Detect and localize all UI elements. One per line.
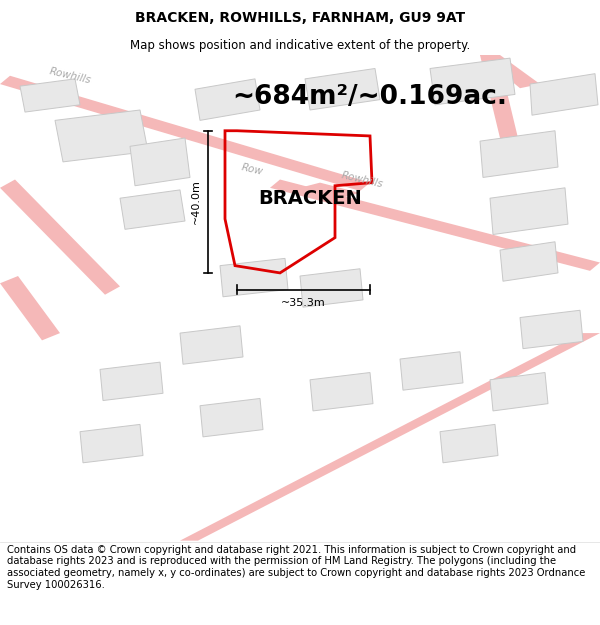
Polygon shape <box>480 131 558 178</box>
Text: ~40.0m: ~40.0m <box>191 179 201 224</box>
Polygon shape <box>300 269 363 307</box>
Polygon shape <box>0 276 60 341</box>
Polygon shape <box>530 74 598 115</box>
Polygon shape <box>400 352 463 390</box>
Polygon shape <box>520 310 583 349</box>
Polygon shape <box>130 138 190 186</box>
Text: Rowhills: Rowhills <box>340 170 384 189</box>
Text: Row: Row <box>240 162 264 176</box>
Text: ~684m²/~0.169ac.: ~684m²/~0.169ac. <box>233 84 508 110</box>
Polygon shape <box>305 69 380 110</box>
Polygon shape <box>440 424 498 462</box>
Polygon shape <box>0 76 370 191</box>
Polygon shape <box>480 55 520 146</box>
Polygon shape <box>20 79 80 112</box>
Polygon shape <box>55 110 148 162</box>
Polygon shape <box>480 55 540 88</box>
Polygon shape <box>180 326 243 364</box>
Polygon shape <box>300 182 360 198</box>
Text: Contains OS data © Crown copyright and database right 2021. This information is : Contains OS data © Crown copyright and d… <box>7 545 586 589</box>
Text: Map shows position and indicative extent of the property.: Map shows position and indicative extent… <box>130 39 470 51</box>
Polygon shape <box>500 242 558 281</box>
Polygon shape <box>270 179 600 271</box>
Polygon shape <box>430 58 515 105</box>
Polygon shape <box>80 424 143 462</box>
Text: BRACKEN: BRACKEN <box>258 189 362 208</box>
Polygon shape <box>490 188 568 234</box>
Polygon shape <box>0 179 120 295</box>
Polygon shape <box>200 399 263 437</box>
Polygon shape <box>195 79 260 121</box>
Polygon shape <box>490 372 548 411</box>
Text: BRACKEN, ROWHILLS, FARNHAM, GU9 9AT: BRACKEN, ROWHILLS, FARNHAM, GU9 9AT <box>135 11 465 25</box>
Polygon shape <box>120 190 185 229</box>
Text: Rowhills: Rowhills <box>48 66 92 86</box>
Polygon shape <box>180 333 600 541</box>
Polygon shape <box>100 362 163 401</box>
Text: ~35.3m: ~35.3m <box>281 298 326 308</box>
Polygon shape <box>310 372 373 411</box>
Polygon shape <box>220 258 288 297</box>
